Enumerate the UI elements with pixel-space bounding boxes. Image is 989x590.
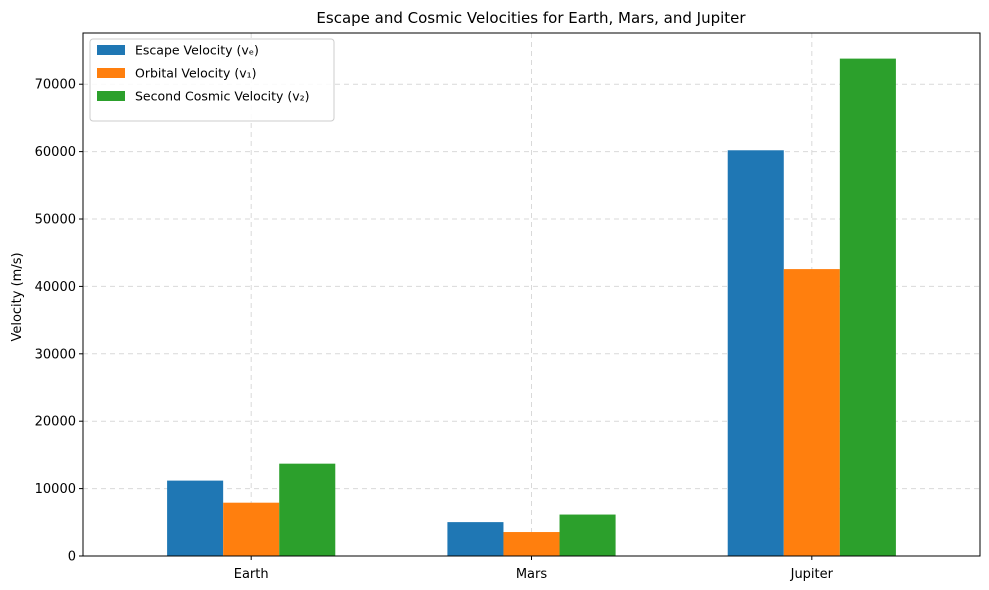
bars [167, 58, 896, 556]
bar-earth-series-2 [223, 502, 280, 556]
y-tick-label: 50000 [35, 213, 76, 228]
y-tick-label: 0 [68, 550, 76, 565]
bar-mars-series-2 [503, 532, 560, 556]
legend-label: Second Cosmic Velocity (v₂) [135, 89, 310, 104]
y-tick-label: 10000 [35, 482, 76, 497]
y-tick-label: 60000 [35, 145, 76, 160]
x-tick-label: Earth [234, 567, 269, 582]
legend-box [89, 38, 335, 122]
chart-title: Escape and Cosmic Velocities for Earth, … [316, 9, 746, 27]
legend-swatch [97, 45, 125, 55]
y-tick-label: 40000 [35, 280, 76, 295]
bar-earth-series-1 [167, 480, 224, 556]
bar-jupiter-series-1 [727, 150, 784, 556]
y-axis: 0 10000 20000 30000 40000 50000 60000 70000 [35, 78, 83, 565]
bar-mars-series-1 [447, 522, 504, 556]
legend-label: Orbital Velocity (v₁) [135, 66, 257, 81]
x-tick-label: Mars [516, 567, 548, 582]
bar-jupiter-series-2 [783, 269, 840, 556]
bar-earth-series-3 [279, 463, 336, 556]
x-tick-label: Jupiter [790, 567, 834, 582]
x-axis: Earth Mars Jupiter [234, 556, 834, 582]
y-tick-label: 70000 [35, 78, 76, 93]
y-tick-label: 20000 [35, 415, 76, 430]
y-axis-label: Velocity (m/s) [10, 252, 25, 341]
legend-swatch [97, 91, 125, 101]
legend-label: Escape Velocity (vₑ) [135, 43, 259, 58]
legend-swatch [97, 68, 125, 78]
bar-mars-series-3 [559, 514, 616, 556]
y-tick-label: 30000 [35, 347, 76, 362]
bar-jupiter-series-3 [839, 58, 896, 556]
legend: Escape Velocity (vₑ) Orbital Velocity (v₁… [89, 38, 335, 122]
